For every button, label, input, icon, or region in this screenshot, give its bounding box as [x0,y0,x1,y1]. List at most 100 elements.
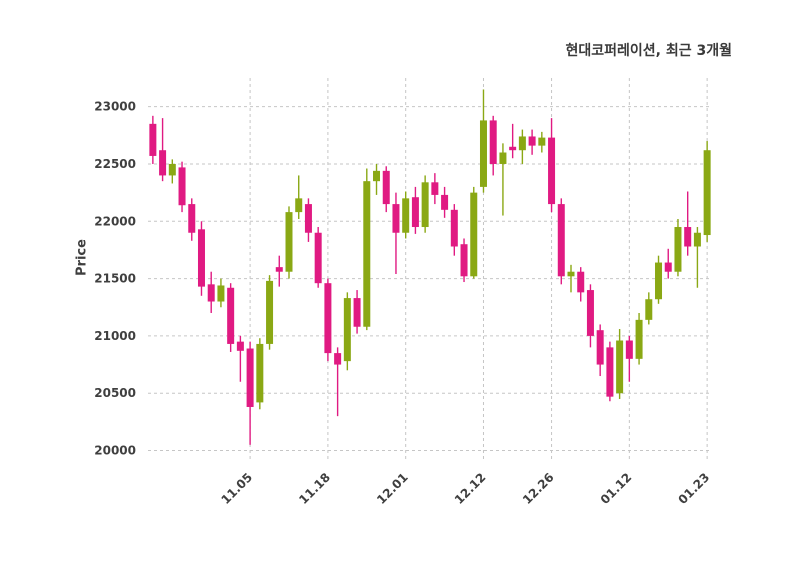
y-tick-label: 21500 [94,272,136,286]
candle-body [324,283,332,354]
candle [470,186,478,279]
candle [441,186,449,218]
candle-body [479,120,487,187]
candle-body [684,227,692,247]
x-tick-label: 12.26 [520,470,557,507]
candle-body [606,347,614,397]
candle-body [625,340,633,359]
candle [159,118,167,182]
candle [635,312,643,365]
candle-body [538,137,546,146]
candle [567,264,575,293]
candle-body [266,280,274,344]
candle [684,191,692,256]
candle [363,168,371,331]
candle [489,115,497,176]
y-tick-label: 20500 [94,386,136,400]
candle [353,290,361,334]
chart-title: 현대코퍼레이션, 최근 3개월 [565,43,733,59]
candle [674,218,682,277]
candle-body [382,170,390,205]
candle-body [674,227,682,272]
candle-body [343,298,351,362]
candle-body [421,182,429,228]
candle [266,275,274,350]
candle-body [227,287,235,344]
candle [334,347,342,417]
candle [703,141,711,242]
candle [178,161,186,213]
y-tick-label: 23000 [94,100,136,114]
x-tick-label: 11.18 [296,470,333,507]
candle-body [616,340,624,394]
candle-body [567,271,575,277]
candle [606,341,614,402]
candle-body [489,120,497,164]
candle [479,89,487,193]
candle-body [548,137,556,205]
candle-body [596,330,604,365]
candle [625,335,633,382]
candle [217,278,225,308]
candle [295,175,303,219]
candle [518,129,526,164]
candle-body [295,198,303,213]
candle [586,284,594,348]
candle-body [586,290,594,336]
candle-body [149,123,157,156]
candle [664,248,672,279]
candle [373,163,381,195]
candle-body [217,285,225,302]
candle [392,192,400,275]
candle-body [197,229,205,287]
candle-body [402,198,410,233]
x-tick-label: 11.05 [218,470,255,507]
candle [411,186,419,234]
candle [460,238,468,283]
candle-body [470,192,478,277]
candle-body [664,262,672,272]
candle-body [373,170,381,182]
candle [431,173,439,205]
candle [645,292,653,325]
candle-body [304,204,312,233]
candle-body [703,150,711,236]
candle-body [314,232,322,284]
x-tick-label: 01.12 [598,470,635,507]
candle [207,271,215,313]
candle-body [518,136,526,151]
candle-body [392,204,400,233]
x-tick-label: 01.23 [676,470,713,507]
candle-body [411,197,419,228]
candle [246,341,254,445]
candle [149,115,157,164]
candle [382,166,390,213]
y-tick-label: 22000 [94,214,136,228]
candle [557,198,565,285]
candle [324,278,332,362]
candle-body [635,319,643,359]
candle-body [577,271,585,293]
candle-body [178,167,186,206]
candle [577,267,585,302]
candle-body [168,163,176,176]
candle-body [655,262,663,300]
candle-body [256,343,264,403]
candle-body [431,182,439,195]
candle-body [645,299,653,320]
candle [197,221,205,296]
candle-body [285,212,293,272]
candle-body [528,136,536,146]
candle [538,131,546,153]
candle [421,175,429,233]
candle-body [334,353,342,365]
candle [275,255,283,287]
x-tick-label: 12.01 [374,470,411,507]
y-axis-label: Price [74,239,90,276]
candle-body [460,244,468,277]
y-tick-label: 22500 [94,157,136,171]
candle-body [188,204,196,233]
candle-body [693,232,701,247]
